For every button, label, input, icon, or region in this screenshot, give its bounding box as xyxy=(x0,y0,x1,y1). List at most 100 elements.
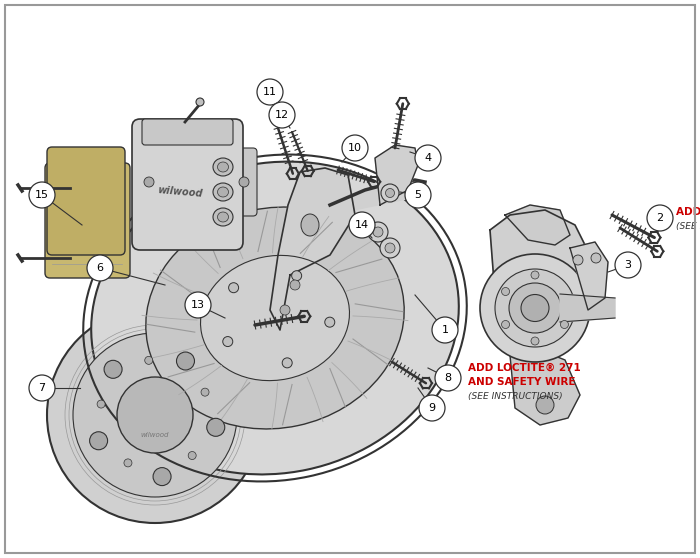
Text: 2: 2 xyxy=(657,213,664,223)
Ellipse shape xyxy=(145,357,153,364)
Ellipse shape xyxy=(386,189,395,198)
Ellipse shape xyxy=(91,162,458,474)
Circle shape xyxy=(647,205,673,231)
Ellipse shape xyxy=(117,377,193,453)
Ellipse shape xyxy=(591,253,601,263)
Text: 7: 7 xyxy=(38,383,46,393)
Text: 12: 12 xyxy=(275,110,289,120)
Text: wilwood: wilwood xyxy=(141,432,169,438)
Ellipse shape xyxy=(531,337,539,345)
Polygon shape xyxy=(570,242,608,310)
Ellipse shape xyxy=(201,388,209,396)
Circle shape xyxy=(87,255,113,281)
FancyBboxPatch shape xyxy=(47,147,125,255)
Ellipse shape xyxy=(146,207,404,429)
Ellipse shape xyxy=(531,271,539,279)
Ellipse shape xyxy=(536,396,554,414)
Circle shape xyxy=(223,336,233,347)
Text: 15: 15 xyxy=(35,190,49,200)
Ellipse shape xyxy=(380,238,400,258)
Ellipse shape xyxy=(104,360,122,378)
Text: 8: 8 xyxy=(444,373,452,383)
Text: 6: 6 xyxy=(97,263,104,273)
Ellipse shape xyxy=(290,280,300,290)
Circle shape xyxy=(342,135,368,161)
Ellipse shape xyxy=(495,269,575,347)
Polygon shape xyxy=(510,348,580,425)
FancyBboxPatch shape xyxy=(142,119,233,145)
Ellipse shape xyxy=(176,352,195,370)
Polygon shape xyxy=(505,205,570,245)
Ellipse shape xyxy=(218,187,228,197)
Circle shape xyxy=(269,102,295,128)
Ellipse shape xyxy=(502,320,510,329)
Circle shape xyxy=(325,317,335,327)
Text: 13: 13 xyxy=(191,300,205,310)
Polygon shape xyxy=(270,168,355,330)
Circle shape xyxy=(282,358,292,368)
Ellipse shape xyxy=(206,418,225,436)
Ellipse shape xyxy=(509,283,561,333)
Ellipse shape xyxy=(280,305,290,315)
Circle shape xyxy=(29,182,55,208)
Circle shape xyxy=(415,145,441,171)
Circle shape xyxy=(615,252,641,278)
Ellipse shape xyxy=(188,451,196,460)
Text: wilwood: wilwood xyxy=(73,217,102,223)
Ellipse shape xyxy=(502,287,510,296)
Text: 4: 4 xyxy=(424,153,432,163)
Ellipse shape xyxy=(218,162,228,172)
Ellipse shape xyxy=(47,307,263,523)
Ellipse shape xyxy=(200,256,349,381)
Circle shape xyxy=(257,79,283,105)
Text: 14: 14 xyxy=(355,220,369,230)
Ellipse shape xyxy=(381,184,399,202)
Ellipse shape xyxy=(218,212,228,222)
Text: wilwood: wilwood xyxy=(157,185,203,199)
Polygon shape xyxy=(330,180,425,215)
Text: 11: 11 xyxy=(263,87,277,97)
Polygon shape xyxy=(490,210,590,345)
Ellipse shape xyxy=(73,333,237,497)
FancyBboxPatch shape xyxy=(132,119,243,250)
Circle shape xyxy=(432,317,458,343)
Circle shape xyxy=(435,365,461,391)
Polygon shape xyxy=(375,145,418,205)
Ellipse shape xyxy=(153,468,171,485)
Circle shape xyxy=(405,182,431,208)
Ellipse shape xyxy=(573,255,583,265)
Text: 5: 5 xyxy=(414,190,421,200)
Ellipse shape xyxy=(97,400,105,408)
Ellipse shape xyxy=(239,177,249,187)
Text: 10: 10 xyxy=(348,143,362,153)
Ellipse shape xyxy=(90,432,108,450)
Polygon shape xyxy=(560,294,615,322)
Text: ADD LOCTITE® 271: ADD LOCTITE® 271 xyxy=(468,363,581,373)
Circle shape xyxy=(229,283,239,293)
FancyBboxPatch shape xyxy=(231,148,257,216)
Circle shape xyxy=(292,271,302,281)
Ellipse shape xyxy=(480,254,590,362)
Text: 1: 1 xyxy=(442,325,449,335)
Ellipse shape xyxy=(213,158,233,176)
Circle shape xyxy=(419,395,445,421)
Ellipse shape xyxy=(301,214,319,236)
Ellipse shape xyxy=(521,295,549,321)
Text: 9: 9 xyxy=(428,403,435,413)
Ellipse shape xyxy=(213,183,233,201)
Text: 3: 3 xyxy=(624,260,631,270)
Circle shape xyxy=(185,292,211,318)
Circle shape xyxy=(29,375,55,401)
Ellipse shape xyxy=(124,459,132,467)
Ellipse shape xyxy=(213,208,233,226)
Text: AND SAFETY WIRE: AND SAFETY WIRE xyxy=(468,377,575,387)
FancyBboxPatch shape xyxy=(45,163,130,278)
Circle shape xyxy=(349,212,375,238)
Ellipse shape xyxy=(385,243,395,253)
Ellipse shape xyxy=(373,227,383,237)
FancyBboxPatch shape xyxy=(136,148,162,216)
Ellipse shape xyxy=(368,222,388,242)
Ellipse shape xyxy=(144,177,154,187)
Ellipse shape xyxy=(561,320,568,329)
Ellipse shape xyxy=(196,98,204,106)
